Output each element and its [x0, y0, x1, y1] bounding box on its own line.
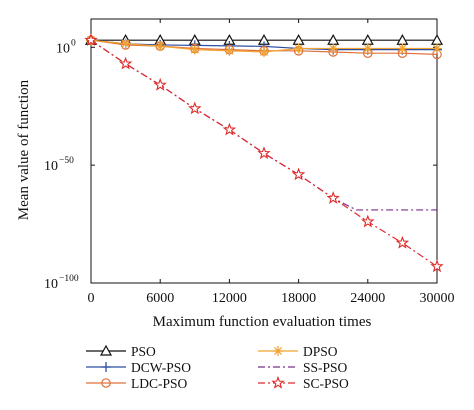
- legend-label: DPSO: [303, 344, 338, 359]
- legend-entry: DCW-PSO: [86, 360, 191, 375]
- data-point: [328, 43, 339, 54]
- legend-marker: [101, 362, 111, 372]
- y-axis-label: Mean value of function: [16, 79, 32, 220]
- x-tick-label: 18000: [281, 291, 316, 306]
- legend-marker: [273, 346, 283, 356]
- data-point: [188, 101, 202, 115]
- data-point: [118, 56, 133, 70]
- legend-marker: [99, 344, 113, 356]
- svg-text:10: 10: [44, 159, 58, 174]
- series-ss-pso: [90, 39, 437, 211]
- y-tick-label: 10 −100: [44, 274, 79, 292]
- legend-label: LDC-PSO: [131, 376, 188, 391]
- series-sc-pso: [84, 33, 444, 273]
- legend-entry: SC-PSO: [258, 375, 349, 391]
- data-point: [430, 259, 444, 273]
- legend-entry: PSO: [86, 344, 156, 359]
- x-tick-label: 6000: [146, 291, 174, 306]
- series-dpso: [86, 35, 442, 57]
- data-point: [120, 38, 131, 49]
- data-point: [84, 33, 98, 46]
- data-point: [326, 191, 340, 204]
- legend-marker: [271, 375, 285, 389]
- svg-text:10: 10: [56, 41, 70, 56]
- data-point: [395, 235, 410, 249]
- data-point: [259, 47, 269, 57]
- legend-marker: [101, 378, 111, 388]
- data-point: [361, 214, 375, 228]
- data-point: [153, 77, 167, 91]
- x-axis-label: Maximum function evaluation times: [153, 314, 372, 330]
- data-point: [397, 43, 408, 54]
- data-point: [189, 44, 200, 55]
- legend-label: SC-PSO: [303, 376, 349, 391]
- svg-text:10: 10: [44, 277, 58, 292]
- svg-text:−100: −100: [59, 274, 79, 284]
- legend-entry: SS-PSO: [258, 360, 348, 375]
- data-point: [291, 167, 306, 181]
- x-tick-label: 30000: [420, 291, 455, 306]
- legend-entry: DPSO: [258, 344, 338, 359]
- svg-text:−50: −50: [59, 156, 74, 166]
- legend-label: DCW-PSO: [131, 360, 191, 375]
- legend-entry: LDC-PSO: [86, 376, 188, 391]
- data-point: [224, 45, 235, 56]
- data-point: [362, 43, 373, 54]
- x-tick-label: 24000: [350, 291, 385, 306]
- data-point: [222, 122, 237, 136]
- data-point: [257, 146, 271, 160]
- y-tick-label: 10 0: [56, 38, 76, 56]
- svg-text:0: 0: [71, 38, 76, 48]
- data-point: [155, 41, 166, 52]
- x-tick-label: 12000: [212, 291, 247, 306]
- series-line: [90, 39, 437, 211]
- x-tick-label: 0: [88, 291, 95, 306]
- plot-frame: [90, 18, 438, 284]
- legend-label: PSO: [131, 344, 156, 359]
- data-point: [432, 43, 442, 54]
- legend-label: SS-PSO: [303, 360, 348, 375]
- data-point: [293, 43, 304, 54]
- y-tick-label: 10 −50: [44, 156, 74, 174]
